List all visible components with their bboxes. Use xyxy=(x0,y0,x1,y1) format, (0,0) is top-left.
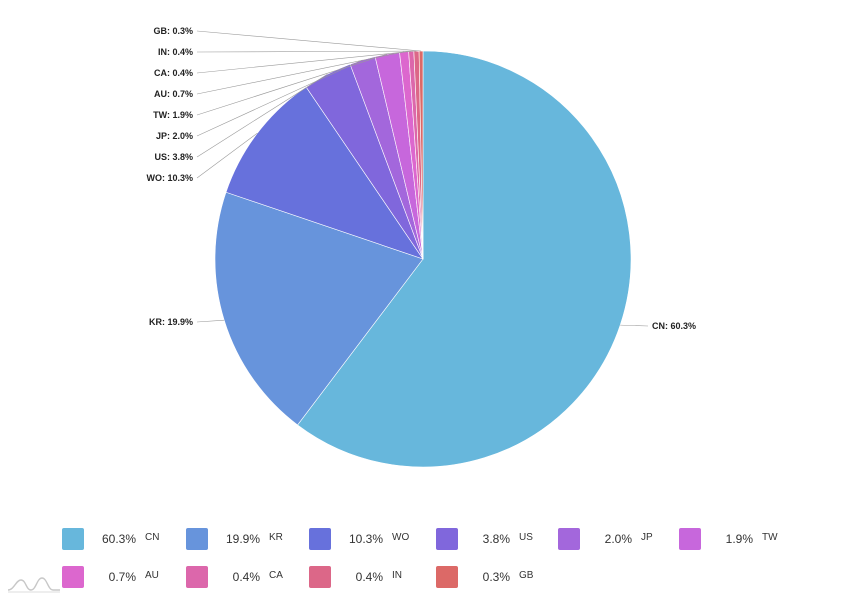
callout-label-cn: CN: 60.3% xyxy=(652,321,696,331)
pie-slices xyxy=(214,50,632,468)
callout-label-in: IN: 0.4% xyxy=(158,47,193,57)
legend-item-jp[interactable]: 2.0% JP xyxy=(558,528,678,550)
legend-value: 0.4% xyxy=(232,570,260,584)
pie-slice-kr[interactable] xyxy=(214,191,424,426)
legend-label: AU xyxy=(145,570,159,581)
legend-swatch xyxy=(679,528,701,550)
legend-label: IN xyxy=(392,570,402,581)
legend-item-au[interactable]: 0.7% AU xyxy=(62,566,182,588)
legend-value: 0.4% xyxy=(355,570,383,584)
callout-leader-jp xyxy=(196,59,363,137)
callout-leader-in xyxy=(196,50,417,53)
callout-label-kr: KR: 19.9% xyxy=(149,317,193,327)
callout-leader-tw xyxy=(196,53,388,116)
legend-swatch xyxy=(558,528,580,550)
legend-value: 3.8% xyxy=(482,532,510,546)
legend-swatch xyxy=(309,566,331,588)
callout-label-wo: WO: 10.3% xyxy=(146,173,193,183)
legend-item-cn[interactable]: 60.3% CN xyxy=(62,528,182,550)
legend-item-wo[interactable]: 10.3% WO xyxy=(309,528,429,550)
legend-item-kr[interactable]: 19.9% KR xyxy=(186,528,306,550)
legend-value: 0.3% xyxy=(482,570,510,584)
callout-leader-au xyxy=(196,51,405,95)
legend-label: WO xyxy=(392,532,410,543)
chart-logo-icon xyxy=(7,577,60,593)
legend-swatch xyxy=(436,528,458,550)
callout-leader-cn xyxy=(620,324,649,327)
callout-label-jp: JP: 2.0% xyxy=(156,131,193,141)
legend-swatch xyxy=(186,528,208,550)
legend-label: TW xyxy=(762,532,778,543)
callout-label-ca: CA: 0.4% xyxy=(154,68,193,78)
legend-value: 19.9% xyxy=(225,532,260,546)
callout-label-tw: TW: 1.9% xyxy=(153,110,193,120)
callout-leader-gb xyxy=(196,30,422,52)
callout-leader-ca xyxy=(196,51,412,74)
legend-item-gb[interactable]: 0.3% GB xyxy=(436,566,556,588)
legend-label: CN xyxy=(145,532,160,543)
legend-value: 10.3% xyxy=(348,532,383,546)
callout-leader-us xyxy=(196,74,328,158)
callout-labels: CN: 60.3% KR: 19.9% WO: 10.3% US: 3.8% JP: 2… xyxy=(146,26,696,331)
legend-value: 60.3% xyxy=(101,532,136,546)
legend-swatch xyxy=(62,566,84,588)
legend-swatch xyxy=(436,566,458,588)
legend-value: 0.7% xyxy=(108,570,136,584)
legend-label: JP xyxy=(641,532,653,543)
legend-value: 1.9% xyxy=(725,532,753,546)
legend-swatch xyxy=(186,566,208,588)
legend-label: US xyxy=(519,532,533,543)
callout-label-us: US: 3.8% xyxy=(154,152,193,162)
callout-label-gb: GB: 0.3% xyxy=(153,26,193,36)
callout-leaders xyxy=(196,30,649,327)
legend-swatch xyxy=(62,528,84,550)
callout-leader-wo xyxy=(196,132,258,179)
legend-item-tw[interactable]: 1.9% TW xyxy=(679,528,799,550)
callout-label-au: AU: 0.7% xyxy=(154,89,193,99)
legend-label: KR xyxy=(269,532,283,543)
legend-item-in[interactable]: 0.4% IN xyxy=(309,566,429,588)
legend-label: CA xyxy=(269,570,283,581)
callout-leader-kr xyxy=(196,319,225,323)
legend-value: 2.0% xyxy=(604,532,632,546)
legend-label: GB xyxy=(519,570,534,581)
legend-item-ca[interactable]: 0.4% CA xyxy=(186,566,306,588)
legend-item-us[interactable]: 3.8% US xyxy=(436,528,556,550)
legend-swatch xyxy=(309,528,331,550)
